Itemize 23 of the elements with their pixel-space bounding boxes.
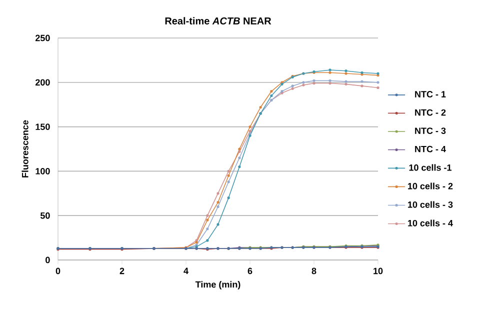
x-tick-label: 2 bbox=[120, 268, 124, 274]
chart-title: Real-time ACTB NEAR bbox=[165, 17, 272, 24]
legend-label: 10 cells - 3 bbox=[408, 201, 453, 208]
y-axis-title: Fluorescence bbox=[22, 120, 28, 178]
y-tick-label: 150 bbox=[36, 124, 50, 130]
y-tick-label: 200 bbox=[36, 79, 50, 86]
x-tick-label: 0 bbox=[56, 268, 60, 274]
legend-label: NTC - 3 bbox=[415, 128, 446, 134]
x-axis-title: Time (min) bbox=[195, 281, 240, 290]
x-tick-label: 6 bbox=[248, 268, 252, 274]
legend-label: 10 cells -1 bbox=[409, 164, 452, 171]
x-tick-label: 10 bbox=[374, 268, 383, 274]
legend-label: 10 cells - 2 bbox=[408, 182, 453, 190]
legend-label: NTC - 2 bbox=[415, 109, 446, 116]
legend-label: 10 cells - 4 bbox=[408, 220, 453, 226]
y-tick-label: 100 bbox=[36, 168, 50, 174]
y-tick-label: 50 bbox=[40, 212, 50, 219]
y-tick-label: 250 bbox=[36, 34, 50, 42]
y-tick-label: 0 bbox=[46, 256, 50, 264]
x-tick-label: 8 bbox=[312, 268, 316, 274]
legend-label: NTC - 1 bbox=[415, 91, 446, 98]
legend-label: NTC - 4 bbox=[415, 146, 446, 152]
x-tick-label: 4 bbox=[184, 268, 188, 274]
